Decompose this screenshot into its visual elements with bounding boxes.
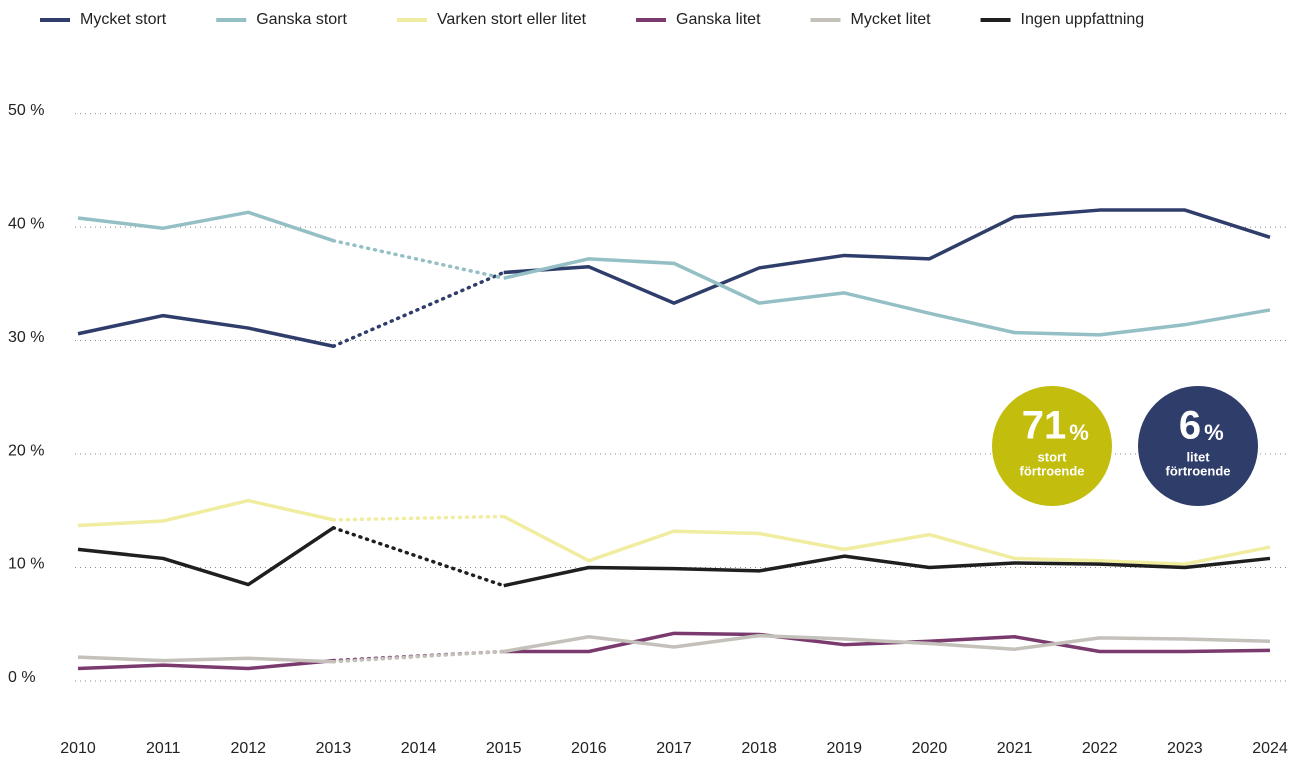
legend-item: Varken stort eller litet — [396, 11, 587, 28]
series-line — [503, 633, 1271, 654]
legend-item: Ganska litet — [636, 11, 761, 28]
x-tick-label: 2014 — [401, 740, 437, 757]
badge-value: 6 — [1179, 404, 1201, 448]
x-tick-label: 2021 — [997, 740, 1033, 757]
series-line — [77, 658, 334, 671]
y-tick-label: 50 % — [8, 102, 44, 119]
badge-circle — [1138, 386, 1258, 506]
x-tick-label: 2020 — [912, 740, 948, 757]
legend-label: Ganska litet — [676, 11, 761, 28]
badge-circle — [992, 386, 1112, 506]
x-tick-label: 2011 — [146, 740, 181, 757]
series-line — [502, 514, 1271, 566]
x-tick-label: 2010 — [60, 740, 96, 757]
x-tick-label: 2013 — [316, 740, 352, 757]
series-line — [77, 210, 334, 243]
badge-text: förtroende — [1166, 463, 1231, 478]
x-tick-label: 2017 — [656, 740, 692, 757]
series-line — [77, 526, 335, 587]
x-tick-label: 2018 — [741, 740, 777, 757]
legend-item: Ganska stort — [216, 11, 347, 28]
y-tick-label: 20 % — [8, 442, 44, 459]
x-tick-label: 2019 — [826, 740, 862, 757]
badge-text: litet — [1186, 449, 1210, 464]
y-tick-label: 10 % — [8, 556, 44, 573]
x-tick-label: 2022 — [1082, 740, 1118, 757]
legend-item: Ingen uppfattning — [980, 11, 1145, 28]
y-tick-label: 0 % — [8, 669, 36, 686]
gap-bridge — [331, 238, 506, 280]
series-line — [77, 498, 334, 528]
legend-label: Varken stort eller litet — [437, 11, 587, 28]
series-line — [77, 313, 334, 348]
gap-bridge — [331, 526, 506, 588]
x-tick-label: 2023 — [1167, 740, 1203, 757]
badge-unit: % — [1069, 420, 1089, 445]
series-line — [503, 208, 1271, 305]
x-tick-label: 2015 — [486, 740, 522, 757]
y-tick-label: 40 % — [8, 215, 44, 232]
series-line — [503, 554, 1271, 588]
x-tick-label: 2024 — [1252, 740, 1288, 757]
x-tick-label: 2016 — [571, 740, 607, 757]
badge-text: förtroende — [1020, 463, 1085, 478]
x-tick-label: 2012 — [230, 740, 266, 757]
legend-label: Mycket stort — [80, 11, 167, 28]
badge-unit: % — [1204, 420, 1224, 445]
y-tick-label: 30 % — [8, 329, 44, 346]
legend-label: Mycket litet — [851, 11, 932, 28]
gap-bridge — [331, 270, 506, 348]
badge-value: 71 — [1022, 404, 1067, 448]
series-line — [503, 257, 1271, 337]
gap-bridge — [331, 514, 506, 522]
legend-label: Ingen uppfattning — [1021, 11, 1145, 28]
badge-text: stort — [1038, 449, 1068, 464]
legend-label: Ganska stort — [256, 11, 347, 28]
series-line — [77, 655, 334, 664]
legend-item: Mycket stort — [40, 11, 167, 28]
gap-bridge — [331, 649, 506, 664]
legend-item: Mycket litet — [810, 11, 932, 28]
